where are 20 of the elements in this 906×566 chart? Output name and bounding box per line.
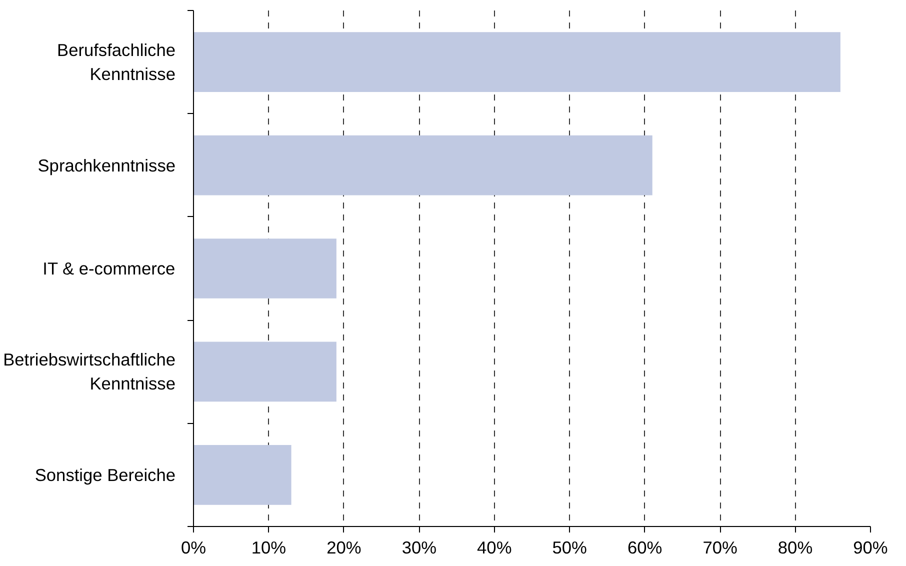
x-tick-label: 20% (326, 538, 362, 558)
bar (194, 444, 292, 505)
x-tick-label: 60% (627, 538, 662, 558)
x-tick-label: 50% (552, 538, 587, 558)
y-tick-label: Berufsfachliche Kenntnisse (57, 40, 176, 84)
x-tick-label: 40% (477, 538, 512, 558)
bar (194, 32, 840, 92)
bar (194, 342, 336, 402)
x-tick-label: 80% (778, 538, 813, 558)
x-tick-label: 30% (402, 538, 437, 558)
bar (194, 238, 336, 298)
y-tick-label: Betriebswirtschaftliche Kenntnisse (3, 350, 176, 394)
x-tick-label: 70% (702, 538, 738, 558)
bar (194, 135, 652, 196)
y-tick-label: Sonstige Bereiche (34, 464, 176, 485)
x-tick-label: 90% (853, 538, 888, 558)
y-tick-label: IT & e-commerce (42, 258, 176, 278)
x-tick-label: 10% (251, 538, 286, 558)
y-tick-label: Sprachkenntnisse (38, 155, 176, 176)
x-tick-label: 0% (180, 538, 206, 558)
